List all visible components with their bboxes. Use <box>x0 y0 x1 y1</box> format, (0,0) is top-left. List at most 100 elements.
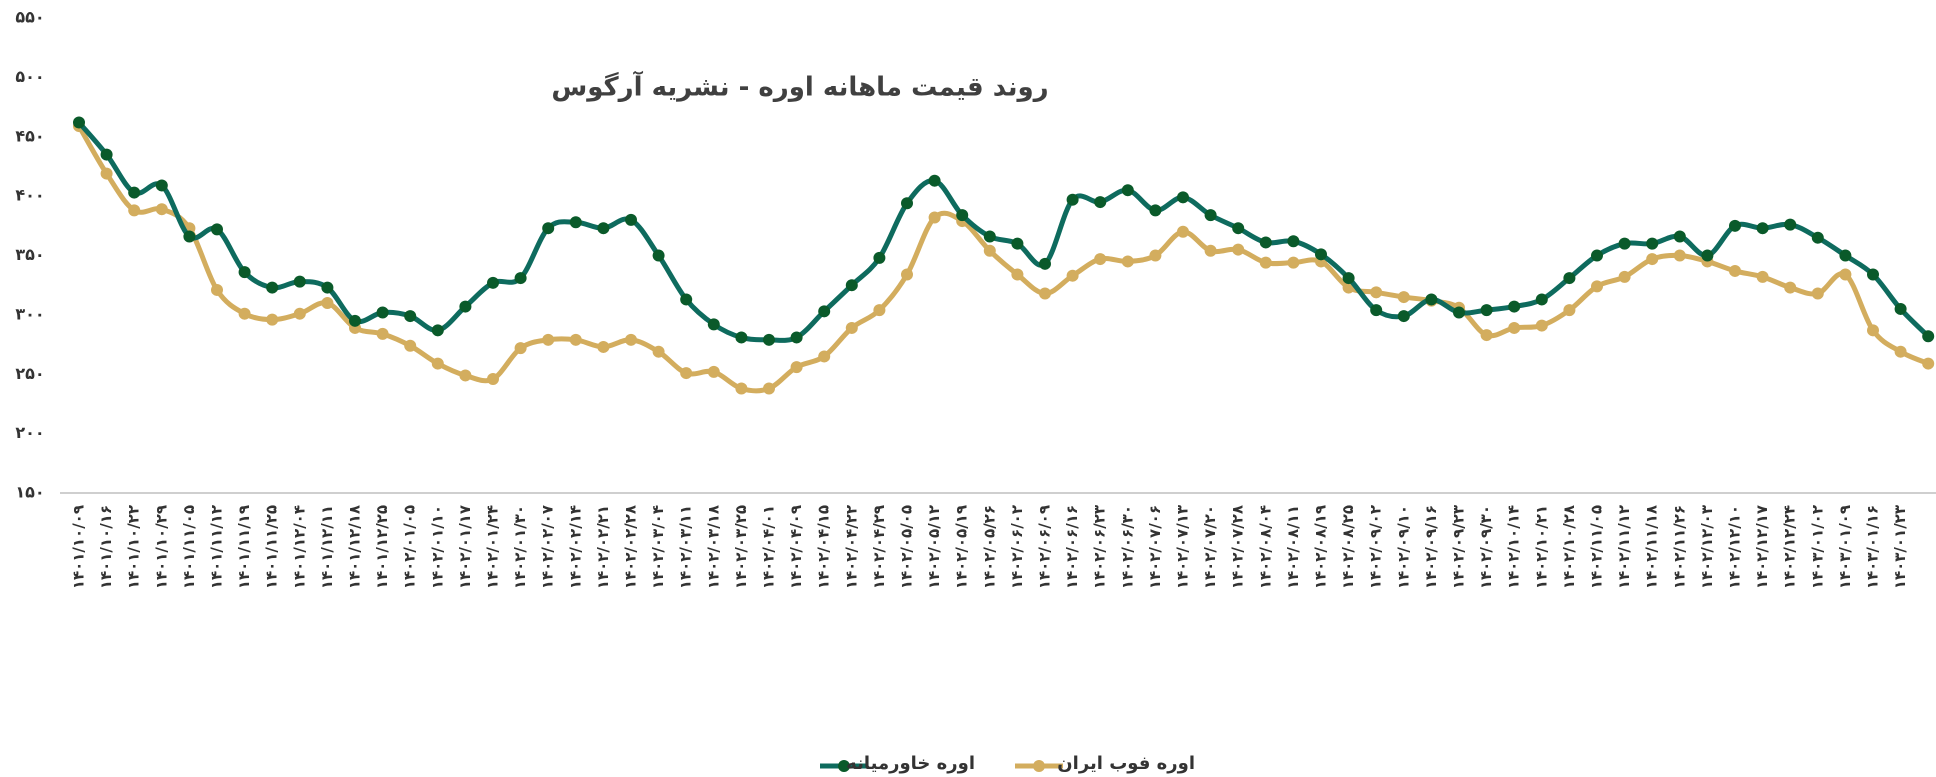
marker <box>707 365 720 378</box>
x-tick-label: ۱۴۰۲/۰۸/۰۴ <box>1256 505 1274 589</box>
x-tick-label: ۱۴۰۲/۰۷/۲۰ <box>1201 505 1219 589</box>
x-tick-label: ۱۴۰۲/۰۳/۱۸ <box>704 505 722 589</box>
marker <box>1342 272 1355 285</box>
x-tick-label: ۱۴۰۲/۱۱/۲۶ <box>1670 505 1688 589</box>
marker <box>1315 248 1327 261</box>
x-tick-label: ۱۴۰۲/۰۲/۲۱ <box>594 505 612 589</box>
marker <box>983 230 996 243</box>
x-tick-label: ۱۴۰۲/۰۸/۱۱ <box>1284 505 1302 589</box>
marker <box>956 209 969 222</box>
x-tick-label: ۱۴۰۱/۱۲/۱۸ <box>346 505 364 589</box>
marker <box>1425 293 1438 306</box>
marker <box>1508 300 1521 313</box>
marker <box>652 249 665 262</box>
marker <box>1811 231 1824 244</box>
marker <box>680 293 693 306</box>
y-tick-label: ۱۵۰ <box>15 483 44 502</box>
marker <box>790 331 803 344</box>
marker <box>1066 269 1079 282</box>
marker <box>873 251 886 264</box>
marker <box>597 222 610 235</box>
marker <box>763 382 775 395</box>
marker <box>404 310 417 323</box>
x-tick-label: ۱۴۰۲/۰۷/۲۸ <box>1229 505 1247 589</box>
legend-label: اوره فوب ایران <box>1057 753 1195 774</box>
x-tick-label: ۱۴۰۲/۰۷/۱۳ <box>1174 505 1192 589</box>
marker <box>1287 256 1300 269</box>
x-tick-label: ۱۴۰۲/۰۴/۰۹ <box>787 505 805 589</box>
series <box>73 120 1935 395</box>
marker <box>1204 209 1217 222</box>
marker <box>1177 191 1189 204</box>
marker <box>155 179 168 192</box>
marker <box>928 211 941 224</box>
marker <box>211 223 223 236</box>
marker <box>1922 357 1935 370</box>
marker <box>459 300 472 313</box>
y-tick-label: ۵۰۰ <box>15 67 44 86</box>
x-tick-label: ۱۴۰۲/۰۴/۰۱ <box>760 505 778 589</box>
marker <box>983 244 996 257</box>
marker <box>1480 304 1493 317</box>
x-tick-label: ۱۴۰۲/۰۹/۳۰ <box>1477 505 1495 589</box>
marker <box>569 333 582 346</box>
x-tick-label: ۱۴۰۱/۱۱/۱۲ <box>208 505 226 589</box>
x-tick-label: ۱۴۰۲/۰۶/۰۹ <box>1036 505 1054 589</box>
marker <box>1121 184 1134 197</box>
x-tick-label: ۱۴۰۱/۱۲/۲۵ <box>373 505 391 589</box>
marker <box>1784 218 1797 231</box>
marker <box>680 367 693 380</box>
marker <box>1646 237 1659 250</box>
x-tick-label: ۱۴۰۲/۰۴/۱۵ <box>815 505 833 589</box>
x-tick-label: ۱۴۰۲/۰۶/۲۳ <box>1091 505 1109 589</box>
marker <box>1591 249 1603 262</box>
marker <box>376 327 389 340</box>
legend-marker <box>838 760 850 772</box>
y-tick-label: ۲۰۰ <box>15 423 44 442</box>
marker <box>1204 244 1217 257</box>
x-tick-label: ۱۴۰۲/۱۱/۱۸ <box>1643 505 1661 589</box>
x-tick-label: ۱۴۰۲/۰۵/۱۹ <box>953 505 971 589</box>
marker <box>1121 255 1134 268</box>
marker <box>211 283 223 296</box>
marker <box>1370 286 1383 299</box>
x-tick-label: ۱۴۰۲/۰۳/۲۵ <box>732 505 750 589</box>
x-tick-label: ۱۴۰۲/۰۵/۲۶ <box>980 505 998 589</box>
marker <box>542 222 555 235</box>
marker <box>1011 237 1024 250</box>
marker <box>1397 310 1410 323</box>
marker <box>1756 222 1769 235</box>
x-tick-label: ۱۴۰۲/۰۶/۳۰ <box>1118 505 1136 589</box>
x-tick-label: ۱۴۰۳/۰۱/۱۶ <box>1864 505 1882 589</box>
marker <box>293 307 306 320</box>
x-tick-label: ۱۴۰۲/۰۱/۱۷ <box>456 505 474 589</box>
marker <box>514 342 527 355</box>
x-tick-label: ۱۴۰۲/۰۵/۱۲ <box>925 505 943 589</box>
x-tick-label: ۱۴۰۱/۱۱/۲۵ <box>263 505 281 589</box>
x-tick-label: ۱۴۰۳/۰۱/۰۹ <box>1836 505 1854 589</box>
x-tick-label: ۱۴۰۲/۰۹/۱۶ <box>1422 505 1440 589</box>
marker <box>349 314 361 327</box>
marker <box>1094 196 1107 209</box>
x-tick-label: ۱۴۰۲/۰۱/۲۴ <box>484 505 502 589</box>
marker <box>928 174 941 187</box>
marker <box>183 230 196 243</box>
marker <box>1259 256 1272 269</box>
x-tick-label: ۱۴۰۲/۰۲/۰۷ <box>539 505 557 589</box>
marker <box>735 382 748 395</box>
x-tick-label: ۱۴۰۲/۰۴/۲۹ <box>870 505 888 589</box>
marker <box>1867 324 1879 337</box>
x-tick-label: ۱۴۰۲/۱۲/۲۴ <box>1781 505 1799 589</box>
marker <box>1011 268 1024 281</box>
x-tick-label: ۱۴۰۲/۰۴/۲۲ <box>842 505 860 589</box>
marker <box>321 297 334 309</box>
marker <box>514 272 527 285</box>
marker <box>1397 291 1410 304</box>
marker <box>845 279 858 292</box>
marker <box>1039 257 1051 270</box>
marker <box>1867 268 1879 281</box>
x-tick-label: ۱۴۰۲/۰۱/۱۰ <box>428 505 446 589</box>
marker <box>73 116 85 129</box>
x-tick-label: ۱۴۰۲/۰۳/۱۱ <box>677 505 695 589</box>
marker <box>597 340 610 353</box>
